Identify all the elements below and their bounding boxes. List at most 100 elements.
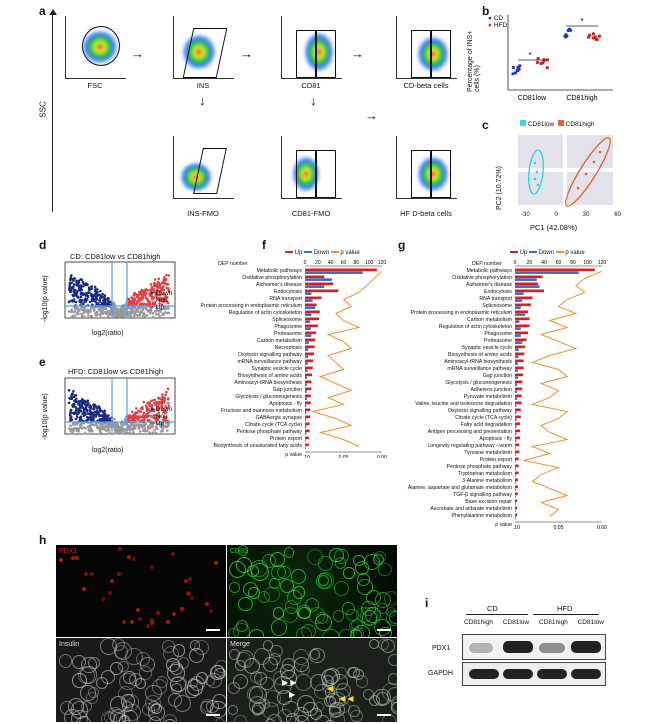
volcano-point xyxy=(143,427,147,431)
bar-up xyxy=(515,513,518,517)
bar-down xyxy=(305,376,307,379)
volcano-point xyxy=(167,404,171,408)
volcano-point xyxy=(137,297,140,301)
cell-outline xyxy=(227,628,239,637)
b-point xyxy=(565,34,569,38)
volcano-point xyxy=(70,431,74,435)
b-point xyxy=(539,61,543,66)
volcano-point xyxy=(135,310,139,313)
volcano-point xyxy=(81,280,85,284)
bar-down xyxy=(515,418,517,421)
micrograph-merge: Merge ▶ ▶ ▶ ◀ ◀ ◀ xyxy=(227,638,397,722)
panel-f-chart: 0 20 40 60 80 100 120 0.10 0.05 0.00 xyxy=(303,260,387,458)
volcano-point xyxy=(162,398,166,402)
row-label-gapdh: GAPDH xyxy=(428,670,453,677)
bottom-tick: 0.10 xyxy=(513,525,520,531)
bar-up xyxy=(305,303,317,307)
bar-down xyxy=(515,355,519,358)
volcano-point xyxy=(128,431,132,434)
volcano-point xyxy=(132,431,135,434)
bar-down xyxy=(305,362,308,365)
volcano-point xyxy=(87,291,90,294)
panel-c-pca-plot xyxy=(518,135,613,207)
volcano-point xyxy=(87,425,91,428)
b-point xyxy=(511,65,515,70)
volcano-point xyxy=(140,288,144,292)
bar-down xyxy=(515,474,516,477)
volcano-point xyxy=(127,414,131,417)
volcano-point xyxy=(70,393,74,396)
bar-down xyxy=(305,306,316,309)
volcano-point xyxy=(137,427,141,430)
volcano-point xyxy=(86,412,90,416)
cell-outline xyxy=(332,610,345,622)
volcano-point xyxy=(151,311,155,315)
volcano-point xyxy=(166,296,169,299)
volcano-point xyxy=(151,296,154,300)
bar-down xyxy=(305,271,363,274)
bar-up xyxy=(305,338,316,342)
cell-outline xyxy=(77,666,96,684)
volcano-point xyxy=(133,291,136,295)
cell-outline xyxy=(161,639,175,653)
cell-outline xyxy=(388,653,397,666)
volcano-point xyxy=(161,401,165,404)
pathway-label: Endocytosis xyxy=(484,289,512,295)
volcano-point xyxy=(153,284,157,288)
nucleus-dot xyxy=(121,619,126,624)
volcano-point xyxy=(74,300,78,304)
volcano-point xyxy=(71,300,74,303)
cell-outline xyxy=(346,608,359,621)
bar-up xyxy=(305,422,310,426)
volcano-point xyxy=(82,302,85,306)
volcano-point xyxy=(89,293,93,297)
volcano-point xyxy=(88,428,92,432)
volcano-point xyxy=(157,296,160,300)
nucleus-dot xyxy=(213,561,218,566)
bar-down xyxy=(515,306,521,309)
volcano-point xyxy=(153,281,156,285)
volcano-point xyxy=(141,418,145,422)
pathway-label: Fatty acid degradation xyxy=(460,422,512,428)
pathway-label: GABAergic synapse xyxy=(255,415,302,421)
volcano-point xyxy=(79,295,83,299)
bar-up xyxy=(515,492,518,496)
b-xcat-high: CD81high xyxy=(566,95,597,102)
volcano-point xyxy=(89,310,92,313)
nucleus-dot xyxy=(190,595,195,600)
cell-outline xyxy=(353,554,365,567)
volcano-point xyxy=(145,297,149,301)
volcano-point xyxy=(161,393,164,396)
panel-c-ylabel: PC2 (10.72%) xyxy=(496,166,503,210)
pathway-label: Regulation of actin cytoskeleton xyxy=(438,324,512,330)
top-tick: 0 xyxy=(514,260,517,266)
bottom-tick: 0.10 xyxy=(303,455,310,458)
pathway-label: Aminoacyl-tRNA biosynthesis xyxy=(234,380,302,386)
bar-up xyxy=(305,317,320,321)
volcano-point xyxy=(121,429,125,433)
panel-d-xlabel: log2(ratio) xyxy=(92,330,124,337)
flow-plot-ins xyxy=(173,16,234,79)
top-tick: 60 xyxy=(341,260,347,266)
volcano-point xyxy=(157,400,161,404)
volcano-point xyxy=(133,306,137,310)
bar-down xyxy=(515,313,526,316)
bar-up xyxy=(515,331,529,335)
volcano-point xyxy=(101,306,104,310)
bar-down xyxy=(305,446,306,449)
volcano-point xyxy=(98,299,101,303)
volcano-point xyxy=(162,288,166,292)
volcano-point xyxy=(79,415,83,418)
volcano-point xyxy=(137,305,140,309)
volcano-point xyxy=(137,300,141,303)
cell-outline xyxy=(215,717,226,722)
volcano-point xyxy=(149,426,152,429)
volcano-point xyxy=(72,427,76,431)
volcano-point xyxy=(81,284,85,288)
panel-b-chart: * * CD81low CD81high xyxy=(507,15,613,102)
micrograph-pdx1: PDX1 xyxy=(56,545,226,637)
flow-caption-cd81-fmo: CD81-FMO xyxy=(291,209,331,218)
volcano-point xyxy=(67,310,71,313)
nucleus-dot xyxy=(59,557,64,562)
nucleus-dot xyxy=(172,612,177,617)
